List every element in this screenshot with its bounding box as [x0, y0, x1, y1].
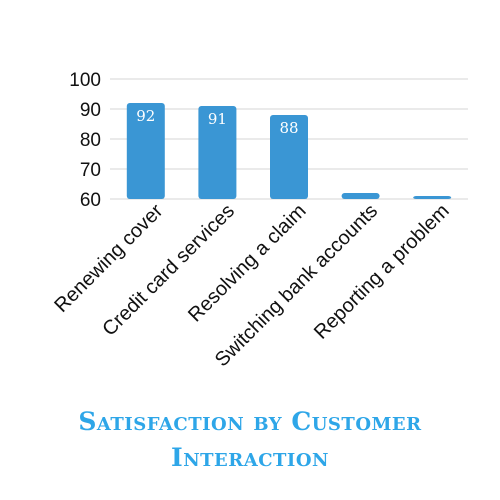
bar-value-label: 91 [208, 110, 227, 128]
bar [413, 196, 452, 199]
y-tick-label: 70 [80, 160, 101, 181]
bar-value-label: 61 [423, 200, 442, 218]
bar [270, 115, 308, 199]
x-tick-label: Reporting a problem [310, 200, 454, 344]
chart-title-line-1: Satisfaction by Customer [78, 407, 422, 436]
y-tick-label: 60 [80, 190, 101, 211]
chart-title: Satisfaction by Customer Interaction [0, 404, 500, 476]
bar [126, 103, 165, 199]
y-tick-label: 90 [80, 100, 101, 121]
bar [341, 193, 380, 199]
bar-value-label: 88 [279, 119, 298, 137]
bar-value-label: 62 [351, 197, 370, 215]
y-tick-label: 80 [80, 130, 101, 151]
bar [198, 106, 237, 199]
y-tick-label: 100 [69, 70, 101, 91]
x-tick-label: Credit card services [98, 200, 239, 341]
chart-title-line-2: Interaction [171, 443, 329, 472]
bar-value-label: 92 [136, 107, 155, 125]
